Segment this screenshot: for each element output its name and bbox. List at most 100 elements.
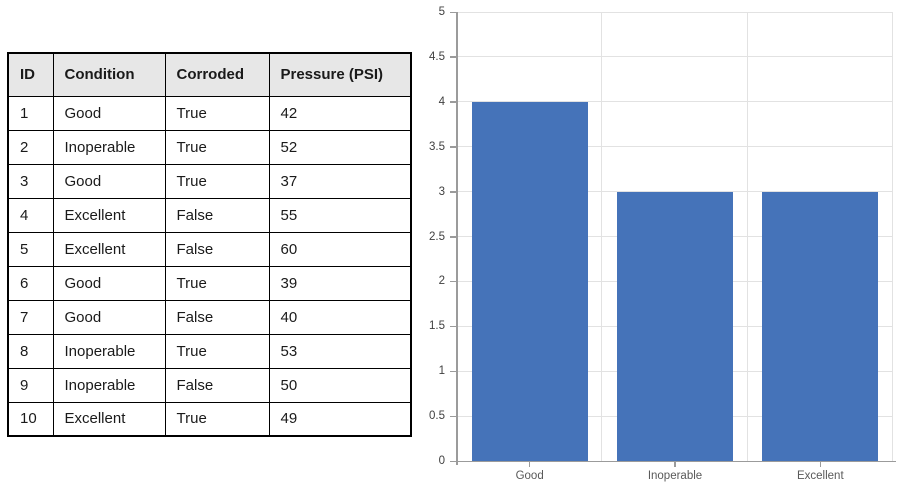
table-cell: False — [164, 367, 270, 403]
column-header: ID — [7, 52, 54, 97]
y-tick-label: 2 — [438, 275, 445, 288]
y-axis-tick — [450, 236, 456, 238]
x-axis-tick — [674, 462, 676, 467]
table-body: 1 Good True 42 2 Inoperable True 52 3 Good True 37 4… — [7, 95, 412, 437]
gridline-horizontal — [457, 11, 893, 13]
table-cell: True — [164, 401, 270, 437]
y-tick-label: 1 — [438, 365, 445, 378]
table-cell: Good — [52, 163, 166, 199]
table-cell: 7 — [7, 299, 54, 335]
table-header: ID Condition Corroded Pressure (PSI) — [7, 52, 412, 97]
y-tick-label: 3 — [438, 185, 445, 198]
y-tick-label: 3.5 — [429, 140, 445, 153]
y-tick-label: 0.5 — [429, 410, 445, 423]
table-cell: Excellent — [52, 231, 166, 267]
table-cell: 10 — [7, 401, 54, 437]
y-axis-tick — [450, 325, 456, 328]
table-cell: False — [164, 299, 270, 335]
y-tick-label: 4 — [438, 95, 445, 108]
table-row: 4 Excellent False 55 — [7, 197, 412, 233]
gridline-vertical — [601, 12, 602, 461]
table-cell: 39 — [268, 265, 412, 301]
y-axis-tick — [450, 11, 456, 13]
table-cell: 2 — [7, 129, 54, 165]
table-cell: 60 — [268, 231, 412, 267]
bar-inoperable — [616, 191, 734, 461]
table-cell: 1 — [7, 95, 54, 131]
table-cell: Excellent — [52, 401, 166, 437]
table-row: 2 Inoperable True 52 — [7, 129, 412, 165]
table-row: 8 Inoperable True 53 — [7, 333, 412, 369]
y-tick-label: 5 — [438, 6, 445, 18]
table-cell: 6 — [7, 265, 54, 301]
table-cell: 4 — [7, 197, 54, 233]
y-axis-tick — [450, 101, 456, 103]
gridline-horizontal — [457, 146, 893, 148]
table-cell: 49 — [268, 401, 412, 437]
x-tick-label: Good — [515, 470, 544, 482]
table-cell: 40 — [268, 299, 412, 335]
table-cell: 5 — [7, 231, 54, 267]
table-cell: 52 — [268, 129, 412, 165]
table-cell: 55 — [268, 197, 412, 233]
y-tick-label: 2.5 — [429, 230, 445, 243]
y-tick-label: 1.5 — [429, 320, 445, 333]
table-row: 1 Good True 42 — [7, 95, 412, 131]
table-cell: Excellent — [52, 197, 166, 233]
table-cell: False — [164, 231, 270, 267]
gridline-horizontal — [457, 191, 893, 193]
table-cell: 8 — [7, 333, 54, 369]
table-row: 6 Good True 39 — [7, 265, 412, 301]
y-axis-tick — [450, 56, 456, 58]
y-axis-tick — [450, 460, 456, 462]
table-cell: Inoperable — [52, 367, 166, 403]
table-cell: True — [164, 163, 270, 199]
x-axis-tick — [528, 462, 531, 467]
table-row: 5 Excellent False 60 — [7, 231, 412, 267]
table-cell: 3 — [7, 163, 54, 199]
table-cell: Good — [52, 95, 166, 131]
y-tick-label: 4.5 — [429, 50, 445, 63]
table-row: 10 Excellent True 49 — [7, 401, 412, 437]
column-header: Pressure (PSI) — [268, 52, 412, 97]
column-header: Condition — [52, 52, 166, 97]
y-tick-label: 0 — [438, 455, 445, 467]
table-cell: 42 — [268, 95, 412, 131]
table-cell: True — [164, 95, 270, 131]
x-tick-label: Inoperable — [647, 470, 703, 482]
y-axis-tick — [450, 280, 456, 283]
gridline-horizontal — [457, 101, 893, 103]
table-cell: True — [164, 265, 270, 301]
y-axis-tick — [450, 415, 456, 418]
table-cell: 37 — [268, 163, 412, 199]
table-cell: False — [164, 197, 270, 233]
y-axis-tick — [450, 146, 456, 148]
y-axis-tick — [450, 370, 456, 373]
x-axis-tick — [819, 462, 822, 467]
table-cell: Inoperable — [52, 129, 166, 165]
gridline-horizontal — [457, 56, 893, 58]
x-axis-line — [456, 460, 897, 462]
table-header-row: ID Condition Corroded Pressure (PSI) — [7, 52, 412, 97]
table-cell: Good — [52, 299, 166, 335]
y-axis-tick — [450, 191, 456, 193]
table-cell: True — [164, 333, 270, 369]
x-tick-label: Excellent — [796, 470, 844, 482]
bar-good — [471, 101, 588, 461]
table-row: 9 Inoperable False 50 — [7, 367, 412, 403]
table-cell: 53 — [268, 333, 412, 369]
table-cell: Inoperable — [52, 333, 166, 369]
pipe-data-table: ID Condition Corroded Pressure (PSI) 1 Good T… — [7, 52, 412, 437]
table-cell: Good — [52, 265, 166, 301]
gridline-vertical — [747, 12, 748, 461]
column-header: Corroded — [164, 52, 270, 97]
table-row: 3 Good True 37 — [7, 163, 412, 199]
y-axis-line — [456, 12, 458, 466]
chart-plot-area — [450, 11, 897, 467]
bar-chart: 0 0.5 1 1.5 2 2.5 3 3.5 4 4.5 5 Good Inoperable Excel… — [420, 0, 904, 487]
table-cell: True — [164, 129, 270, 165]
bar-excellent — [762, 191, 879, 461]
table-row: 7 Good False 40 — [7, 299, 412, 335]
gridline-vertical — [892, 12, 893, 461]
